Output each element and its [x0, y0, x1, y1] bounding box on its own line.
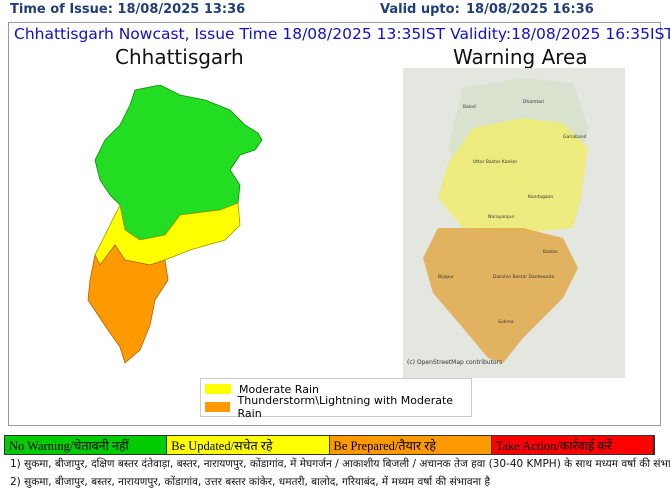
place-label: Gariaband [563, 134, 587, 140]
warning-level: Take Action/कार्रवाई करें [491, 436, 654, 454]
warning-level: No Warning/चेतावनी नहीं [5, 436, 168, 454]
warning-level: Be Updated/सचेत रहे [167, 436, 330, 454]
place-label: Bijapur [438, 274, 454, 280]
bulletin-frame [8, 22, 661, 426]
left-map-title: Chhattisgarh [115, 45, 244, 69]
legend: Moderate Rain Thunderstorm\Lightning with… [200, 378, 472, 420]
legend-swatch [205, 402, 230, 412]
warning-map: Balod Dhamtari Gariaband Uttar Bastar Kanke… [403, 68, 625, 378]
orange-zone [87, 244, 169, 364]
legend-label: Moderate Rain [239, 382, 319, 396]
place-label: Bastar [543, 249, 558, 255]
warning-levels: No Warning/चेतावनी नहीं Be Updated/सचेत र… [4, 435, 655, 455]
right-map-title: Warning Area [453, 45, 588, 69]
state-map [87, 85, 263, 364]
attribution: (c) OpenStreetMap contributors [407, 359, 502, 366]
legend-swatch [205, 384, 231, 394]
orange-area [423, 228, 578, 363]
warning-level: Be Prepared/तैयार रहे [329, 436, 492, 454]
bulletin-title: Chhattisgarh Nowcast, Issue Time 18/08/2… [14, 25, 670, 43]
legend-item: Thunderstorm\Lightning with Moderate Rai… [205, 394, 467, 420]
place-label: Narayanpur [488, 214, 515, 220]
place-label: Dakshin Bastar Dantewada [493, 274, 554, 280]
place-label: Uttar Bastar Kanker [473, 159, 518, 165]
place-label: Balod [463, 104, 476, 110]
issue-time: Time of Issue: 18/08/2025 13:36 [10, 2, 246, 17]
legend-label: Thunderstorm\Lightning with Moderate Rai… [237, 394, 454, 420]
note: 1) सुकमा, बीजापुर, दक्षिण बस्तर दंतेवाड़… [10, 458, 670, 470]
legend-item: Moderate Rain [205, 381, 467, 397]
yellow-area [438, 118, 588, 233]
note: 2) सुकमा, बीजापुर, बस्तर, नारायणपुर, कों… [10, 476, 491, 488]
place-label: Dhamtari [523, 99, 544, 105]
valid-label: Valid upto: [380, 2, 460, 17]
place-label: Kondagaon [528, 194, 553, 200]
place-label: Sukma [498, 319, 514, 325]
valid-upto: 18/08/2025 16:36 [466, 2, 594, 17]
